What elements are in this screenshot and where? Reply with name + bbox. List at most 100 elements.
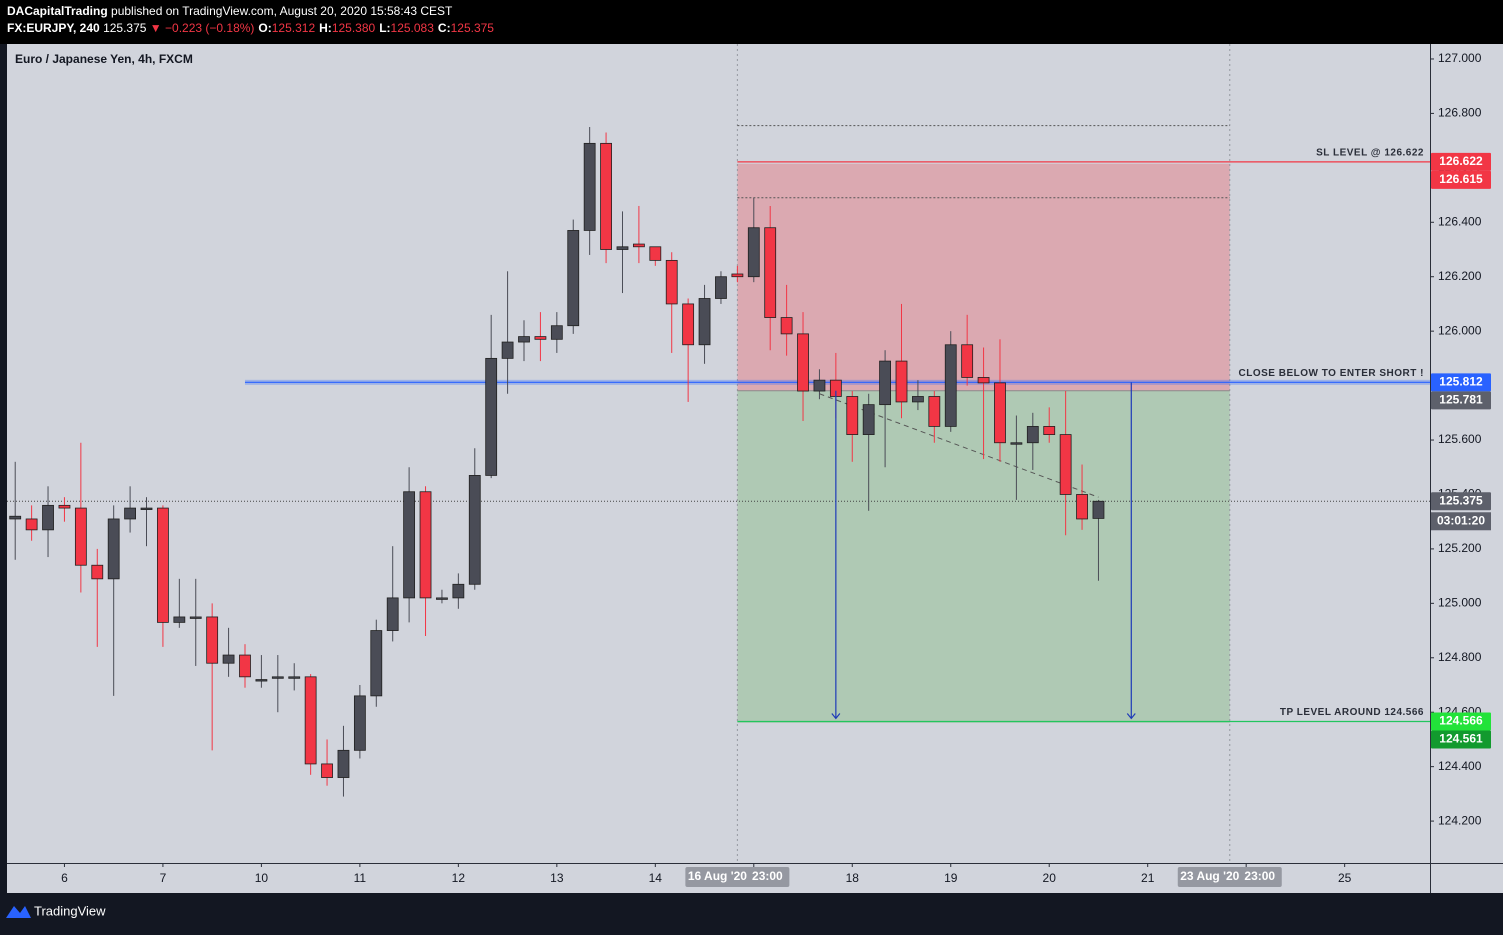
chart-title: Euro / Japanese Yen, 4h, FXCM (15, 52, 193, 66)
published-info: published on TradingView.com, August 20,… (111, 4, 453, 18)
candle-body (157, 507, 169, 623)
level-text: CLOSE BELOW TO ENTER SHORT ! (1239, 368, 1424, 379)
header: DACapitalTrading published on TradingVie… (7, 4, 494, 35)
time-tag-date: 16 Aug '20 (688, 869, 747, 883)
candle-body (173, 616, 186, 623)
publisher-name: DACapitalTrading (7, 4, 108, 18)
x-tick-label: 14 (649, 871, 663, 885)
candle-body (206, 616, 219, 664)
brand: TradingView (34, 903, 106, 918)
y-tick-label: 124.200 (1438, 813, 1482, 827)
x-tick-label: 12 (452, 871, 466, 885)
arrow (1126, 382, 1136, 720)
candle-body (977, 377, 990, 384)
candle-body (780, 317, 793, 335)
candle-body (321, 763, 333, 778)
x-tick-label: 11 (354, 871, 367, 885)
candle-body (107, 518, 120, 580)
candle-body (912, 396, 924, 403)
candle-body (961, 344, 974, 378)
candle-body (731, 273, 744, 278)
time-tag-time: 23:00 (1244, 869, 1275, 883)
y-tick-label: 126.000 (1438, 323, 1482, 337)
ohlc-label: L: (379, 21, 390, 35)
candle-body (632, 243, 645, 248)
candle-body (1043, 426, 1056, 435)
ohlc-value: 125.375 (451, 21, 495, 35)
arrow (831, 390, 841, 720)
candle-body (501, 341, 514, 359)
candle-body (616, 246, 629, 250)
price-tag (1431, 170, 1491, 189)
y-tick-label: 124.800 (1438, 650, 1482, 664)
x-tick-label: 21 (1141, 871, 1155, 885)
y-tick-label: 124.400 (1438, 759, 1482, 773)
candle-body (747, 227, 760, 278)
ohlc-label: C: (438, 21, 451, 35)
candle-body (550, 325, 563, 340)
candle-body (386, 597, 399, 631)
time-tag (1177, 867, 1282, 887)
logo-icon (6, 906, 31, 918)
x-tick-label: 20 (1043, 871, 1057, 885)
price-tag (1431, 373, 1491, 392)
candle-body (797, 333, 809, 392)
candle-body (600, 142, 612, 250)
publisher: DACapitalTrading published on TradingVie… (7, 4, 453, 18)
candle-body (42, 504, 54, 531)
candle-body (944, 344, 957, 427)
candle-body (255, 679, 268, 682)
candle-body (452, 583, 465, 599)
candle-body (9, 515, 22, 520)
footer-logo: TradingView (6, 903, 106, 918)
price-change: ▼ −0.223 (−0.18%) (150, 21, 255, 35)
candle-body (895, 360, 908, 403)
time-tag (685, 867, 790, 887)
candle-body (682, 303, 695, 346)
ohlc-value: 125.380 (332, 21, 376, 35)
candle-body (304, 676, 317, 765)
time-tag-time: 23:00 (752, 869, 783, 883)
candle-body (288, 676, 301, 679)
price-tag-label: 126.615 (1439, 172, 1483, 186)
candle-body (518, 336, 530, 343)
candle-body (862, 404, 875, 435)
candle-body (25, 518, 38, 531)
x-tick-label: 10 (255, 871, 269, 885)
level-text: SL LEVEL @ 126.622 (1316, 147, 1424, 158)
candle-body (846, 396, 859, 435)
candle-body (1026, 426, 1039, 444)
candle-body (337, 749, 350, 778)
candle-body (140, 507, 153, 510)
y-tick-label: 126.400 (1438, 214, 1482, 228)
candle-body (485, 357, 498, 476)
candle-body (124, 507, 136, 520)
y-tick-label: 125.200 (1438, 541, 1482, 555)
y-tick-label: 125.000 (1438, 596, 1482, 610)
candle-body (715, 276, 727, 299)
price-tag-label: 125.781 (1439, 392, 1483, 406)
candle-body (74, 507, 87, 566)
candle-body (189, 616, 202, 619)
x-tick-label: 7 (160, 871, 167, 885)
candle-body (583, 142, 596, 231)
candle-body (239, 654, 251, 678)
price-tag (1431, 492, 1491, 511)
candle-body (271, 676, 284, 679)
time-tag-date: 23 Aug '20 (1180, 869, 1239, 883)
price-tag (1431, 730, 1491, 749)
candle-body (764, 227, 777, 318)
ohlc-label: O: (258, 21, 271, 35)
candle-body (419, 491, 432, 599)
level-text: TP LEVEL AROUND 124.566 (1280, 707, 1424, 718)
x-tick-label: 13 (550, 871, 564, 885)
candle-body (403, 491, 416, 599)
y-tick-label: 125.600 (1438, 432, 1482, 446)
candle-body (1076, 494, 1088, 520)
price-tag (1431, 152, 1491, 171)
y-tick-label: 126.200 (1438, 269, 1482, 283)
footer-bar (0, 893, 1503, 930)
candle-body (468, 475, 481, 585)
candle-body (58, 504, 71, 509)
